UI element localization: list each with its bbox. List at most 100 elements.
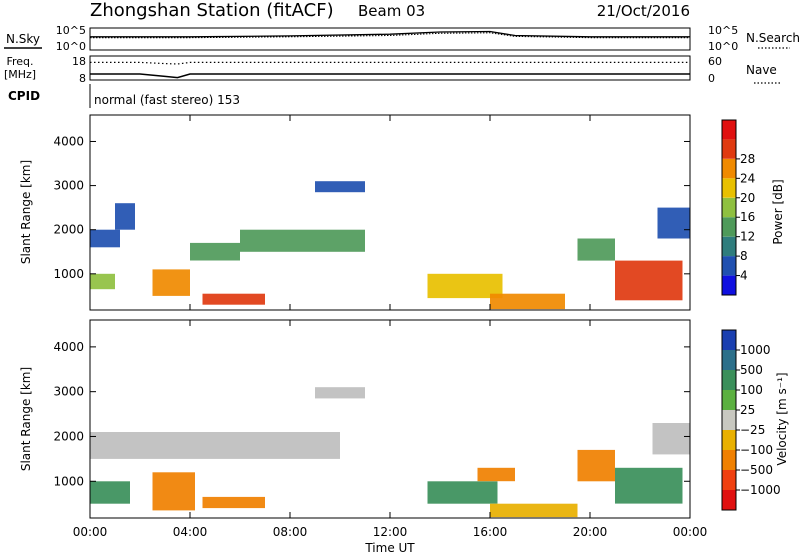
velocity-colorbar-tick-label-3: 25: [740, 403, 755, 417]
nave-label: Nave: [746, 63, 777, 77]
nsearch-label: N.Search: [746, 31, 800, 45]
power-colorbar-swatch-4: [722, 197, 736, 218]
x-axis-label: Time UT: [364, 541, 415, 554]
velocity-colorbar-swatch-1: [722, 350, 736, 370]
velocity-y-ticks: 1000 2000 3000 4000: [53, 340, 690, 488]
power-colorbar-tick-label-6: 28: [740, 152, 755, 166]
station-title: Zhongshan Station (fitACF): [90, 0, 334, 21]
power-cell-12: [657, 207, 690, 239]
power-ytick-label-0: 1000: [53, 267, 84, 281]
freq-tick-right-bottom: 0: [708, 72, 715, 85]
cpid-panel: CPID normal (fast stereo) 153: [8, 84, 240, 108]
power-colorbar-tick-label-4: 20: [740, 191, 755, 205]
velocity-colorbar-swatch-0: [722, 330, 736, 350]
nsky-label: N.Sky: [6, 32, 40, 46]
power-colorbar-swatch-2: [722, 236, 736, 257]
x-axis-ticks: 00:00 04:00 08:00 12:00 16:00 20:00 00:00: [73, 115, 708, 539]
velocity-colorbar-tick-label-0: 1000: [740, 343, 771, 357]
power-colorbar-swatch-5: [722, 178, 736, 198]
velocity-ytick-label-2: 3000: [53, 385, 84, 399]
velocity-ytick-label-0: 1000: [53, 474, 84, 488]
power-panel: 1000 2000 3000 4000 Slant Range [km]: [19, 114, 691, 311]
nsky-panel: N.Sky 10^5 10^0 10^5 10^0 N.Search: [4, 24, 800, 53]
power-colorbar-tick-label-3: 16: [740, 210, 755, 224]
power-cell-4: [202, 293, 265, 305]
velocity-heatmap: [90, 387, 690, 518]
power-colorbar-tick-label-5: 24: [740, 171, 755, 185]
power-cell-9: [490, 293, 565, 310]
velocity-colorbar-swatch-4: [722, 410, 736, 430]
velocity-colorbar: 1000 500 100 25 −25 −100 −500 −1000: [721, 329, 781, 511]
power-ytick-label-1: 2000: [53, 223, 84, 237]
velocity-cell-8: [577, 449, 615, 482]
power-colorbar-swatch-3: [722, 217, 736, 237]
power-y-ticks: 1000 2000 3000 4000: [53, 134, 690, 281]
power-colorbar-swatch-1: [722, 256, 736, 276]
nsky-tick-right-top: 10^5: [708, 24, 738, 37]
freq-label: Freq.: [6, 55, 33, 68]
velocity-cell-7: [490, 503, 578, 518]
nsky-tick-left-top: 10^5: [56, 24, 86, 37]
xtick-label-1: 04:00: [173, 525, 208, 539]
velocity-colorbar-swatch-8: [722, 490, 736, 510]
power-cell-2: [115, 203, 135, 230]
power-colorbar-title: Power [dB]: [771, 179, 785, 244]
freq-tick-right-top: 60: [708, 55, 722, 68]
freq-panel: Freq. [MHz] 18 8 60 0 Nave: [4, 55, 780, 85]
velocity-colorbar-tick-label-4: −25: [740, 423, 765, 437]
xtick-label-0: 00:00: [73, 525, 108, 539]
nsearch-series-line: [90, 32, 690, 39]
cpid-value: normal (fast stereo) 153: [94, 93, 240, 107]
power-cell-0: [90, 229, 120, 248]
power-cell-3: [152, 269, 190, 296]
power-cell-10: [577, 238, 615, 261]
xtick-label-5: 20:00: [573, 525, 608, 539]
freq-tick-left-top: 18: [72, 55, 86, 68]
power-colorbar-swatch-7: [722, 139, 736, 159]
power-colorbar-swatch-0: [722, 275, 736, 295]
freq-series-line: [90, 73, 690, 79]
velocity-colorbar-swatch-7: [722, 470, 736, 490]
power-colorbar-tick-label-1: 8: [740, 249, 748, 263]
freq-tick-left-bottom: 8: [79, 72, 86, 85]
beam-label: Beam 03: [358, 2, 425, 20]
nsky-frame: [89, 27, 691, 51]
power-cell-1: [90, 273, 115, 290]
nsky-tick-left-bottom: 10^0: [56, 40, 86, 53]
velocity-colorbar-tick-label-6: −500: [740, 463, 773, 477]
velocity-y-label: Slant Range [km]: [19, 367, 33, 471]
power-colorbar-tick-label-2: 12: [740, 230, 755, 244]
velocity-colorbar-swatch-6: [722, 450, 736, 470]
nave-series-line: [90, 61, 690, 65]
velocity-colorbar-tick-label-7: −1000: [740, 483, 781, 497]
velocity-colorbar-tick-label-5: −100: [740, 443, 773, 457]
power-colorbar-swatch-8: [722, 120, 736, 140]
velocity-cell-1: [315, 387, 365, 399]
velocity-colorbar-swatch-5: [722, 430, 736, 450]
velocity-cell-6: [477, 467, 515, 482]
velocity-cell-10: [652, 423, 690, 455]
date-label: 21/Oct/2016: [597, 2, 690, 20]
velocity-cell-2: [90, 481, 130, 504]
power-heatmap: [90, 181, 690, 310]
xtick-label-3: 12:00: [373, 525, 408, 539]
power-y-label: Slant Range [km]: [19, 160, 33, 264]
nsky-tick-right-bottom: 10^0: [708, 40, 738, 53]
freq-unit-label: [MHz]: [4, 68, 36, 81]
velocity-colorbar-swatch-3: [722, 390, 736, 410]
velocity-cell-4: [202, 496, 265, 509]
power-ytick-label-2: 3000: [53, 179, 84, 193]
velocity-ytick-label-1: 2000: [53, 429, 84, 443]
velocity-ytick-label-3: 4000: [53, 340, 84, 354]
velocity-cell-0: [90, 432, 340, 459]
power-colorbar-tick-label-0: 4: [740, 269, 748, 283]
nsky-series-line: [90, 30, 690, 38]
power-colorbar-swatch-6: [722, 158, 736, 179]
power-cell-11: [615, 260, 683, 301]
velocity-colorbar-frame: [721, 329, 737, 511]
power-cell-7: [315, 181, 365, 193]
velocity-cell-3: [152, 472, 195, 511]
xtick-label-6: 00:00: [673, 525, 708, 539]
xtick-label-2: 08:00: [273, 525, 308, 539]
power-ytick-label-3: 4000: [53, 134, 84, 148]
